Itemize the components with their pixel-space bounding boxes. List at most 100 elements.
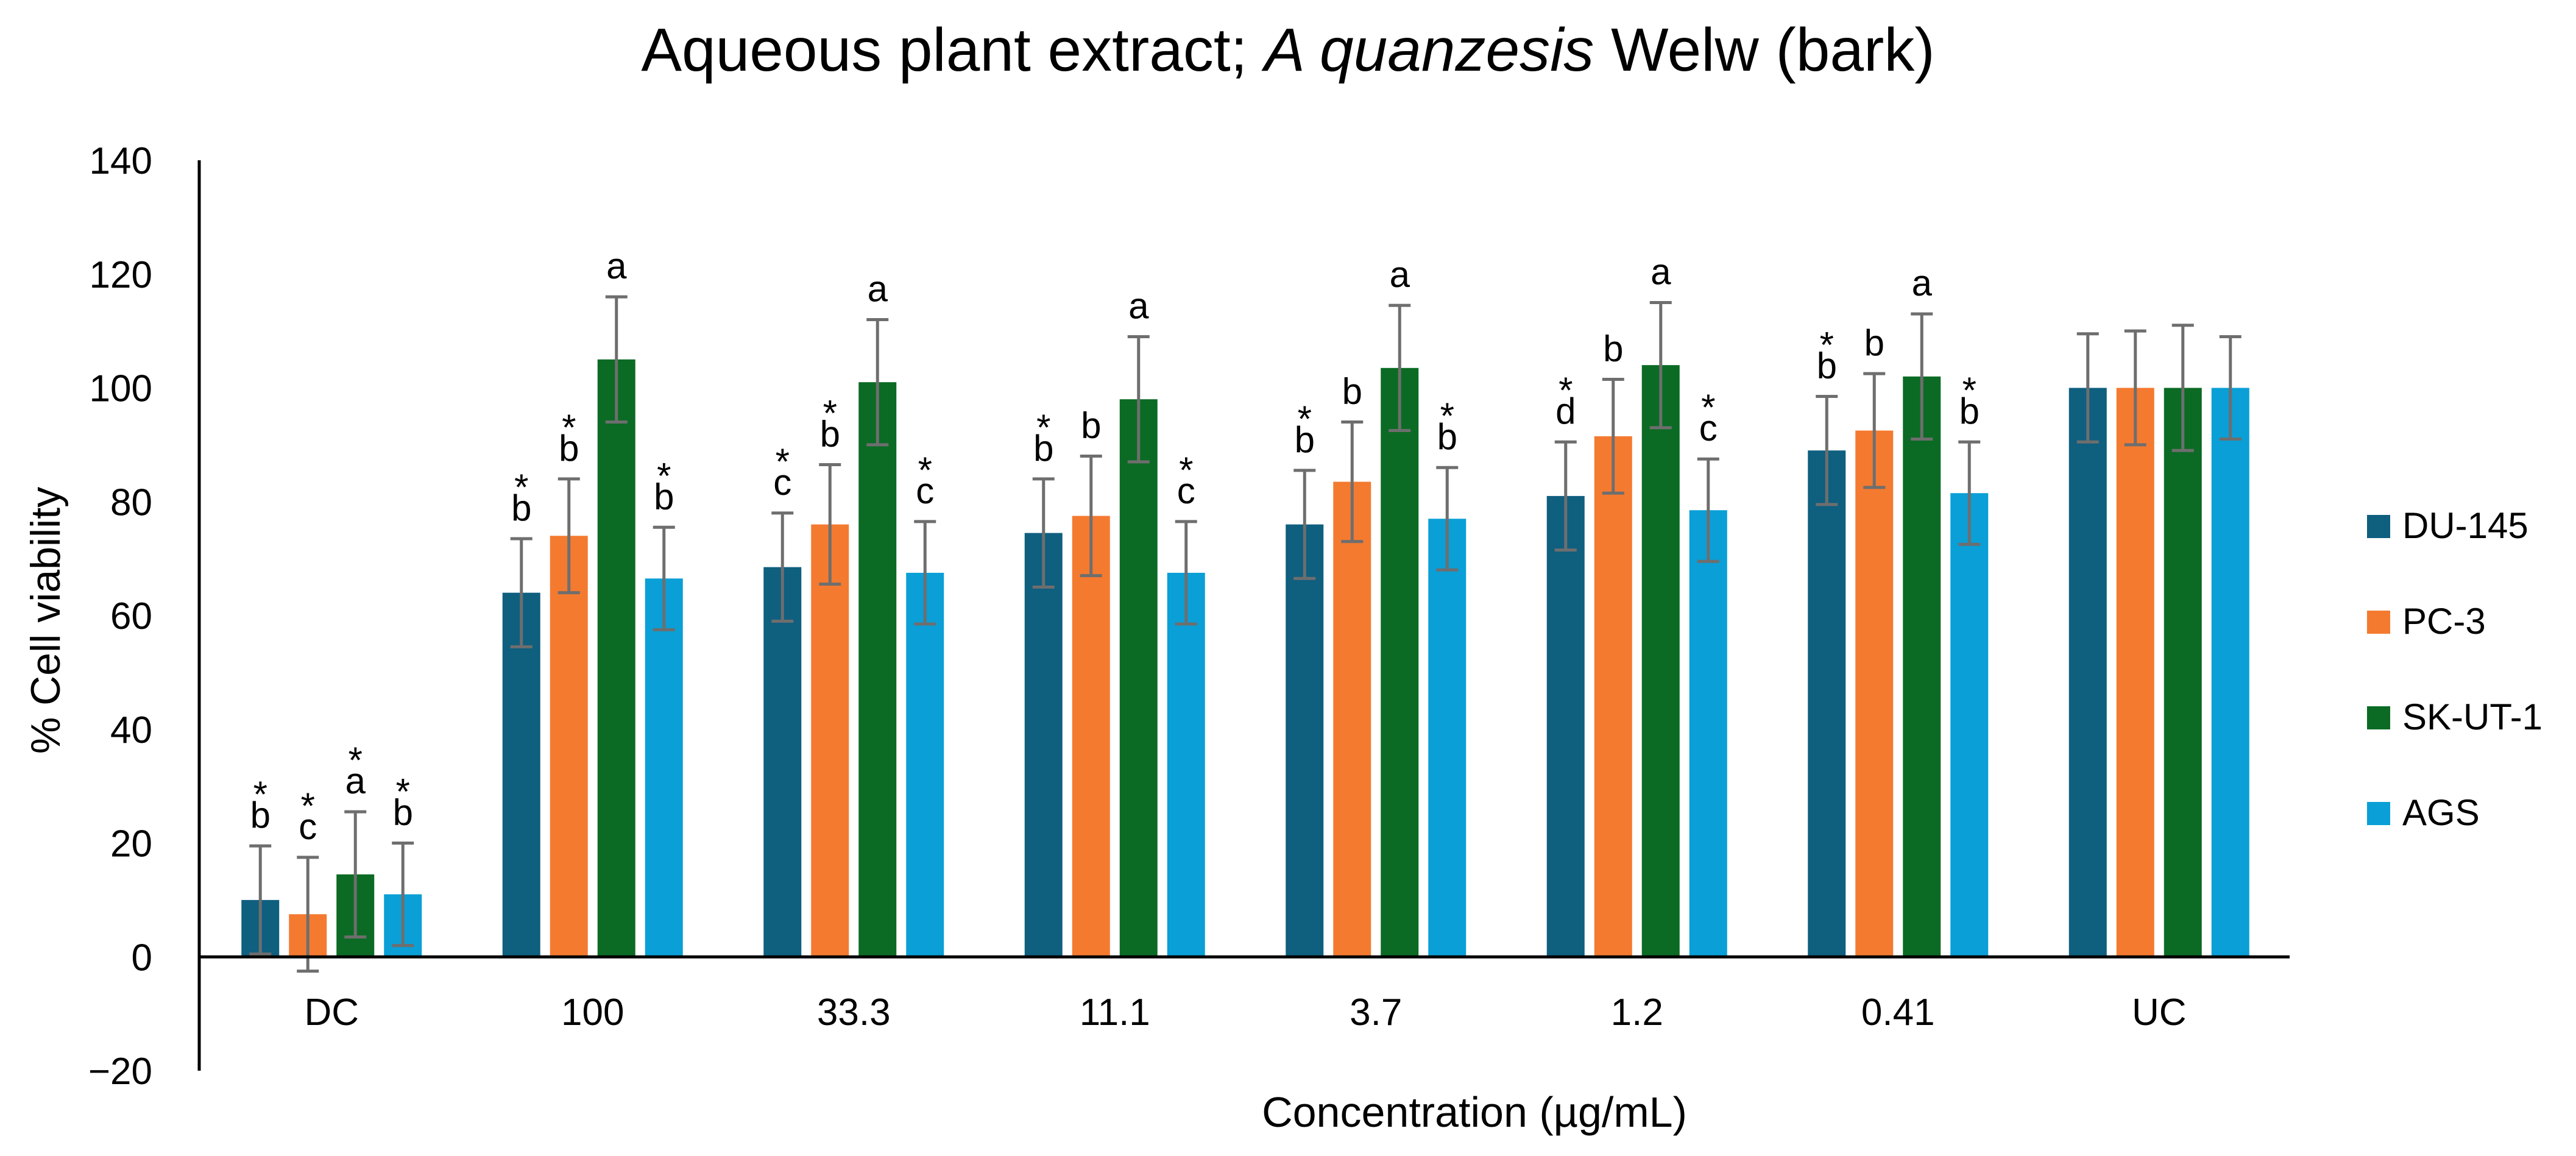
- significance-letter: a: [1651, 251, 1671, 292]
- bar: [2164, 388, 2202, 957]
- significance-asterisk: *: [562, 407, 576, 448]
- bar: [2116, 388, 2154, 957]
- significance-letter: b: [1295, 419, 1315, 460]
- x-tick-label: 11.1: [1080, 991, 1150, 1034]
- bar: [1381, 367, 1419, 957]
- x-tick-label: 1.2: [1611, 991, 1663, 1034]
- significance-letter: b: [1817, 346, 1837, 386]
- bar: [763, 567, 802, 957]
- chart-title-species: A quanzesis: [1264, 16, 1594, 84]
- significance-asterisk: *: [1036, 407, 1050, 448]
- bar: [906, 572, 944, 957]
- significance-letter: b: [820, 414, 840, 455]
- legend-label: PC-3: [2402, 601, 2486, 642]
- bar: [1024, 533, 1063, 957]
- bar: [1072, 516, 1110, 957]
- legend-item: PC-3: [2367, 594, 2568, 690]
- bar: [1855, 430, 1894, 957]
- bar: [1546, 495, 1585, 957]
- bar: [2211, 388, 2249, 957]
- legend-item: SK-UT-1: [2367, 690, 2568, 785]
- bar: [1641, 365, 1680, 957]
- significance-asterisk: *: [1440, 395, 1454, 436]
- x-tick-label: DC: [304, 991, 359, 1034]
- significance-asterisk: *: [1701, 387, 1715, 428]
- significance-letter: b: [1081, 405, 1101, 446]
- significance-asterisk: *: [1559, 370, 1573, 411]
- bar: [858, 382, 897, 957]
- significance-letter: b: [250, 795, 271, 835]
- significance-letter: a: [1128, 285, 1149, 326]
- y-tick-label: 40: [110, 709, 152, 751]
- legend-label: AGS: [2402, 792, 2480, 833]
- significance-letter: b: [1342, 371, 1362, 412]
- significance-asterisk: *: [657, 455, 671, 496]
- bar: [1428, 519, 1467, 957]
- bar: [1808, 450, 1846, 957]
- significance-letter: c: [1699, 408, 1718, 449]
- significance-letter: b: [1959, 391, 1980, 431]
- bar: [502, 592, 540, 957]
- bar: [1333, 481, 1371, 957]
- bar: [550, 536, 588, 957]
- significance-asterisk: *: [1179, 450, 1193, 491]
- x-tick-label: 3.7: [1350, 991, 1402, 1034]
- significance-letter: b: [1033, 428, 1053, 469]
- bar: [1950, 493, 1989, 957]
- y-tick-label: 20: [110, 823, 152, 865]
- significance-letter: b: [654, 476, 674, 517]
- y-tick-label: 60: [110, 595, 152, 637]
- y-tick-label: 0: [132, 937, 152, 979]
- legend-item: AGS: [2367, 785, 2568, 881]
- x-tick-label: 0.41: [1861, 991, 1935, 1034]
- significance-asterisk: *: [396, 771, 410, 812]
- significance-asterisk: *: [301, 785, 315, 826]
- legend-swatch: [2367, 611, 2390, 634]
- significance-asterisk: *: [1298, 399, 1312, 439]
- bar: [811, 524, 849, 957]
- x-tick-label: UC: [2132, 991, 2187, 1034]
- y-tick-label: 140: [90, 140, 152, 182]
- x-axis-label: Concentration (µg/mL): [1262, 1088, 1687, 1136]
- significance-letter: d: [1555, 391, 1576, 431]
- legend-item: DU-145: [2367, 498, 2568, 594]
- legend-swatch: [2367, 706, 2390, 729]
- bar: [1286, 524, 1324, 957]
- bar: [1689, 510, 1727, 957]
- bar: [1903, 376, 1941, 957]
- chart-title-suffix: Welw (bark): [1594, 16, 1935, 84]
- bar: [597, 359, 635, 957]
- x-tick-label: 33.3: [817, 991, 891, 1034]
- y-tick-label: 100: [90, 368, 152, 410]
- significance-letter: b: [1864, 322, 1884, 363]
- legend-label: SK-UT-1: [2402, 697, 2543, 737]
- y-tick-label: 80: [110, 481, 152, 523]
- bar: [1167, 572, 1205, 957]
- significance-asterisk: *: [918, 450, 932, 491]
- y-axis-label: % Cell viability: [23, 486, 69, 754]
- significance-letter: b: [1437, 416, 1457, 457]
- significance-asterisk: *: [776, 441, 790, 482]
- significance-letter: a: [1390, 254, 1410, 295]
- bar: [2068, 388, 2107, 957]
- significance-asterisk: *: [1962, 370, 1976, 411]
- y-tick-label: 120: [90, 254, 152, 296]
- significance-asterisk: *: [514, 467, 528, 508]
- significance-letter: b: [511, 488, 531, 528]
- significance-letter: a: [345, 761, 366, 801]
- significance-asterisk: *: [823, 393, 837, 434]
- y-tick-label: −20: [88, 1051, 152, 1093]
- legend-swatch: [2367, 802, 2390, 825]
- significance-letter: a: [606, 246, 627, 286]
- x-tick-label: 100: [561, 991, 624, 1034]
- significance-letter: c: [1177, 470, 1195, 511]
- legend-swatch: [2367, 515, 2390, 538]
- bar: [645, 578, 683, 957]
- significance-letter: b: [559, 428, 579, 469]
- significance-letter: c: [916, 470, 934, 511]
- chart-title-prefix: Aqueous plant extract;: [641, 16, 1265, 84]
- significance-letter: a: [1912, 263, 1933, 303]
- chart-title: Aqueous plant extract; A quanzesis Welw …: [0, 13, 2576, 87]
- significance-asterisk: *: [349, 740, 363, 781]
